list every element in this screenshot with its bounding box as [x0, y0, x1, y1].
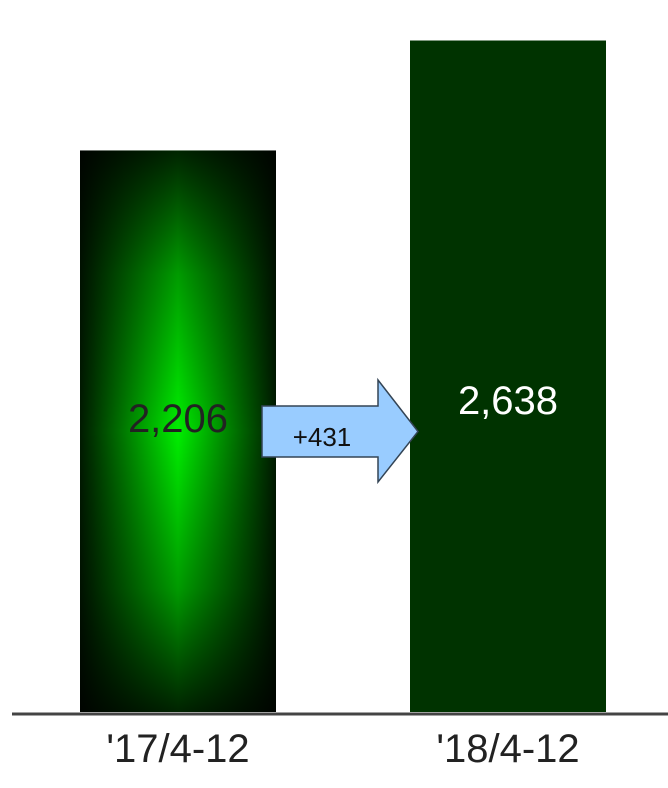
bar-value-label-17: 2,206 — [128, 397, 228, 441]
category-label-17: '17/4-12 — [106, 727, 249, 771]
bar-value-label-18: 2,638 — [458, 379, 558, 423]
difference-arrow — [261, 377, 419, 485]
difference-arrow-label: +431 — [293, 422, 352, 452]
bar-18 — [410, 40, 606, 712]
bar-17-shading — [80, 150, 276, 713]
category-label-18: '18/4-12 — [436, 727, 579, 771]
